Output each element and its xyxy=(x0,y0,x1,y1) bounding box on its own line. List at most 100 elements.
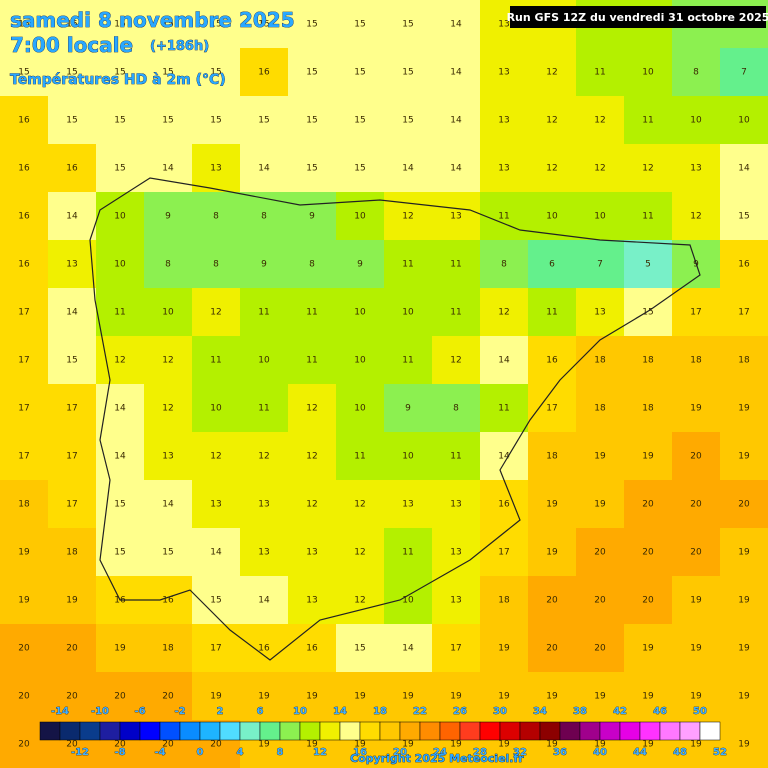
temperature-cell xyxy=(480,384,529,433)
temperature-value: 20 xyxy=(546,596,558,606)
temperature-value: 19 xyxy=(114,644,126,654)
temperature-cell xyxy=(528,48,577,97)
temperature-value: 10 xyxy=(594,212,606,222)
temperature-cell xyxy=(0,240,49,289)
date: samedi 8 novembre 2025 xyxy=(10,8,295,32)
temperature-value: 12 xyxy=(162,356,173,366)
temperature-value: 15 xyxy=(66,68,77,78)
temperature-cell xyxy=(192,384,241,433)
temperature-value: 15 xyxy=(258,20,269,30)
temperature-cell xyxy=(336,336,385,385)
temperature-value: 16 xyxy=(306,644,318,654)
temperature-cell xyxy=(192,432,241,481)
temperature-value: 20 xyxy=(642,596,654,606)
temperature-cell xyxy=(48,144,97,193)
temperature-value: 13 xyxy=(210,164,221,174)
temperature-cell xyxy=(672,48,721,97)
temperature-cell xyxy=(672,432,721,481)
temperature-value: 8 xyxy=(501,260,507,270)
temperature-value: 15 xyxy=(354,20,365,30)
temperature-cell xyxy=(240,0,289,49)
legend-label: 8 xyxy=(277,747,284,758)
temperature-cell xyxy=(288,192,337,241)
temperature-cell xyxy=(432,192,481,241)
temperature-cell xyxy=(576,96,625,145)
temperature-cell xyxy=(624,528,673,577)
run-info: Run GFS 12Z du vendredi 31 octobre 2025 xyxy=(507,11,768,24)
temperature-cell xyxy=(96,48,145,97)
temperature-cell xyxy=(0,528,49,577)
temperature-cell xyxy=(192,96,241,145)
temperature-value: 16 xyxy=(18,260,30,270)
temperature-cell xyxy=(48,624,97,673)
temperature-value: 10 xyxy=(690,116,702,126)
legend-swatch xyxy=(639,721,661,741)
temperature-cell xyxy=(240,96,289,145)
temperature-cell xyxy=(144,432,193,481)
temperature-value: 6 xyxy=(549,260,555,270)
temperature-value: 12 xyxy=(306,500,317,510)
temperature-value: 19 xyxy=(642,644,654,654)
temperature-cell xyxy=(288,672,337,721)
temperature-cell xyxy=(288,432,337,481)
temperature-cell xyxy=(240,480,289,529)
temperature-value: 17 xyxy=(66,452,77,462)
temperature-value: 11 xyxy=(258,308,269,318)
temperature-cell xyxy=(528,96,577,145)
temperature-value: 9 xyxy=(165,212,171,222)
temperature-cell xyxy=(288,288,337,337)
temperature-value: 9 xyxy=(261,260,267,270)
temperature-cell xyxy=(144,480,193,529)
temperature-value: 20 xyxy=(642,548,654,558)
temperature-value: 19 xyxy=(642,692,654,702)
temperature-cell xyxy=(480,192,529,241)
temperature-value: 19 xyxy=(258,692,270,702)
temperature-value: 15 xyxy=(210,20,221,30)
legend-label: 36 xyxy=(553,747,567,758)
temperature-cell xyxy=(192,0,241,49)
temperature-cell xyxy=(0,432,49,481)
temperature-cell xyxy=(288,144,337,193)
temperature-value: 13 xyxy=(66,260,77,270)
temperature-value: 7 xyxy=(741,68,747,78)
temperature-cell xyxy=(384,624,433,673)
temperature-value: 13 xyxy=(450,500,461,510)
temperature-cell xyxy=(384,480,433,529)
temperature-cell xyxy=(672,192,721,241)
temperature-cell xyxy=(720,288,768,337)
temperature-value: 13 xyxy=(306,548,317,558)
temperature-value: 20 xyxy=(210,740,222,750)
legend-swatch xyxy=(419,721,441,741)
temperature-cell xyxy=(432,336,481,385)
temperature-value: 19 xyxy=(546,692,558,702)
temperature-value: 8 xyxy=(261,212,267,222)
temperature-cell xyxy=(624,672,673,721)
temperature-value: 15 xyxy=(210,68,221,78)
temperature-cell xyxy=(576,384,625,433)
temperature-cell xyxy=(384,96,433,145)
temperature-value: 14 xyxy=(210,548,222,558)
temperature-cell xyxy=(624,144,673,193)
temperature-value: 8 xyxy=(453,404,459,414)
temperature-value: 15 xyxy=(642,308,653,318)
legend-swatch xyxy=(339,721,361,741)
temperature-value: 13 xyxy=(594,308,605,318)
legend-label: 6 xyxy=(257,706,264,717)
time: 7:00 locale xyxy=(10,33,133,57)
temperature-cell xyxy=(336,624,385,673)
temperature-cell xyxy=(96,96,145,145)
temperature-cell xyxy=(96,144,145,193)
temperature-cell xyxy=(0,96,49,145)
temperature-value: 19 xyxy=(450,740,462,750)
legend-label: 38 xyxy=(573,706,587,717)
temperature-value: 8 xyxy=(309,260,315,270)
temperature-cell xyxy=(288,96,337,145)
temperature-cell xyxy=(288,240,337,289)
temperature-value: 12 xyxy=(354,596,365,606)
temperature-cell xyxy=(528,144,577,193)
temperature-value: 17 xyxy=(66,404,77,414)
temperature-value: 20 xyxy=(162,740,174,750)
temperature-cell xyxy=(432,432,481,481)
temperature-cell xyxy=(288,48,337,97)
